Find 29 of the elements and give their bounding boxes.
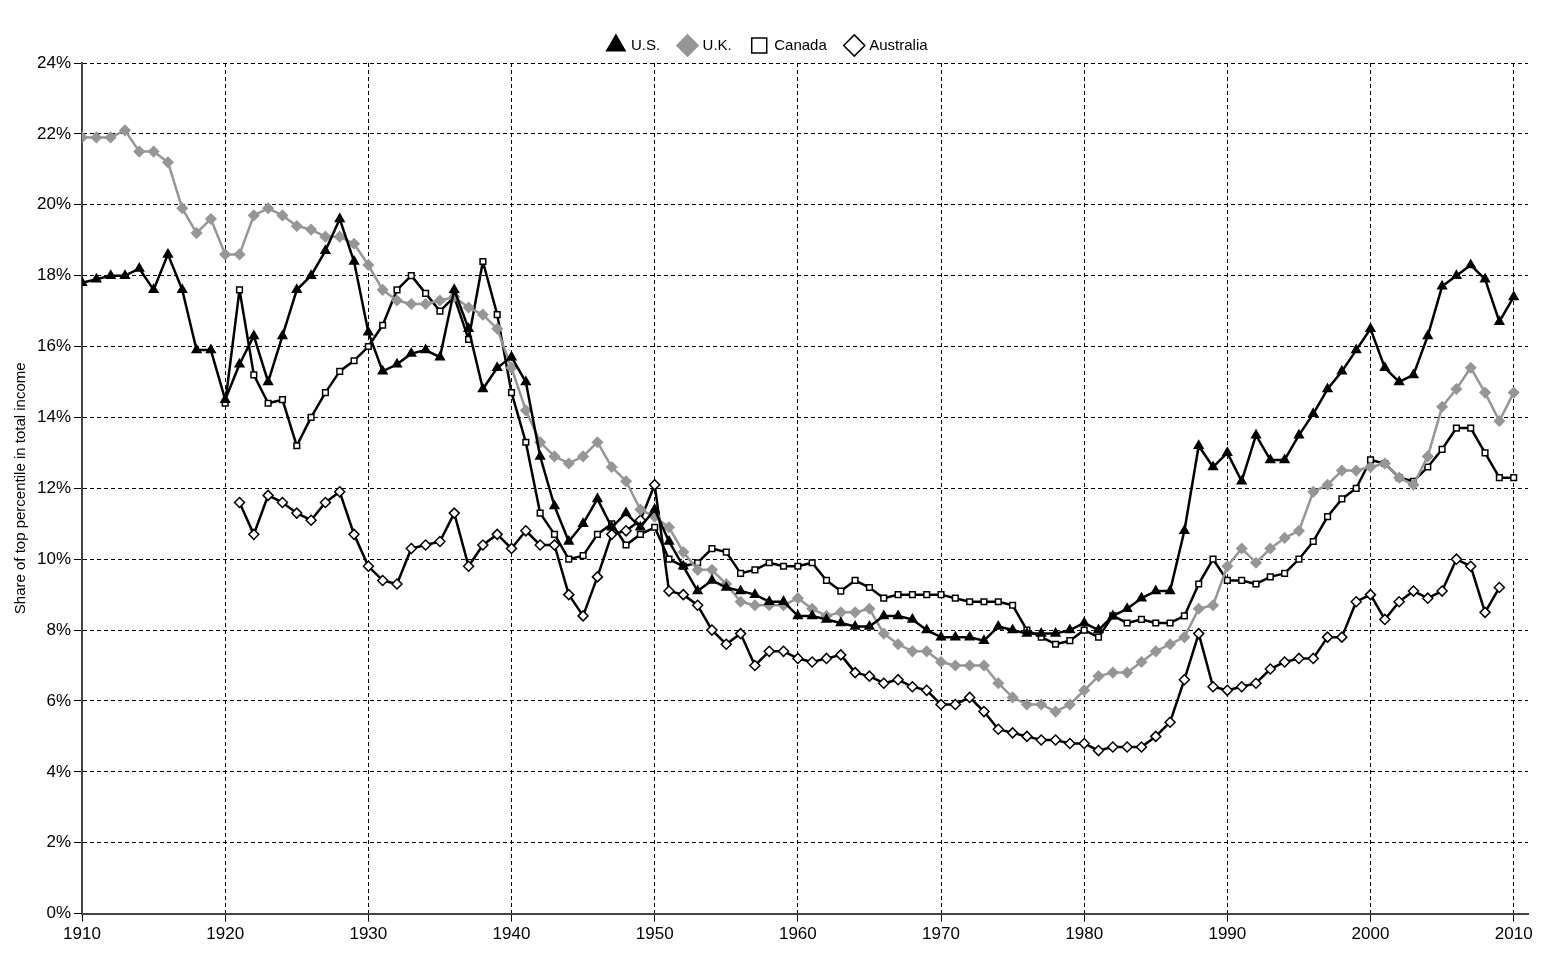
y-tick-label: 24%	[36, 52, 72, 72]
x-tick-label: 2010	[1494, 924, 1533, 944]
y-tick-label: 22%	[36, 123, 72, 143]
legend-label: U.K.	[702, 35, 732, 53]
x-tick-label: 1990	[1208, 924, 1247, 944]
y-tick-label: 4%	[46, 761, 72, 781]
y-tick-label: 16%	[36, 336, 72, 356]
x-tick-label: 1910	[63, 924, 101, 944]
y-tick-label: 18%	[36, 265, 72, 285]
x-tick-label: 1950	[635, 924, 674, 944]
x-tick-label: 1930	[349, 924, 388, 944]
x-tick-label: 2000	[1351, 924, 1390, 944]
y-tick-label: 0%	[46, 903, 72, 923]
x-tick-label: 1940	[492, 924, 531, 944]
x-tick-label: 1920	[206, 924, 245, 944]
x-tick-label: 1960	[778, 924, 817, 944]
y-tick-label: 2%	[46, 832, 72, 852]
legend-label: Canada	[774, 35, 828, 53]
y-tick-label: 8%	[46, 619, 72, 639]
legend-label: U.S.	[630, 35, 661, 53]
y-tick-label: 10%	[36, 548, 72, 568]
y-tick-label: 20%	[36, 194, 72, 214]
y-tick-label: 6%	[46, 690, 72, 710]
legend-label: Australia	[869, 35, 929, 53]
y-tick-label: 12%	[36, 477, 72, 497]
x-tick-label: 1980	[1065, 924, 1104, 944]
x-tick-label: 1970	[922, 924, 960, 944]
y-tick-label: 14%	[36, 407, 72, 427]
y-axis-title: Share of top percentile in total income	[11, 362, 29, 615]
